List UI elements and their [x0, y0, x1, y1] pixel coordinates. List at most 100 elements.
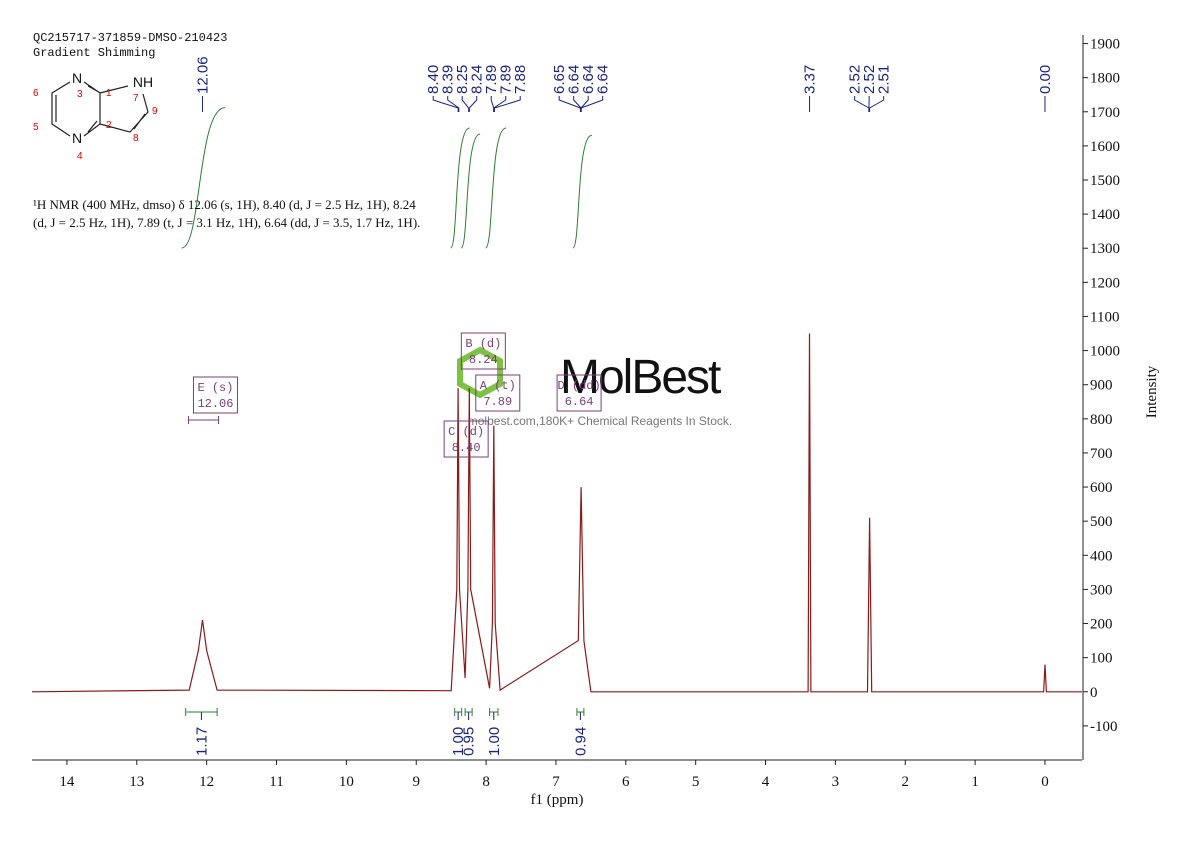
- atom-number: 9: [152, 106, 158, 117]
- x-tick-label: 3: [832, 774, 840, 790]
- watermark-brand: MolBest: [560, 351, 721, 404]
- x-tick-label: 8: [482, 774, 490, 790]
- x-tick-label: 12: [199, 774, 214, 790]
- integral-label: 1.00: [450, 727, 467, 756]
- peak-label: 6.65: [551, 65, 568, 94]
- multiplet-box: [475, 374, 521, 412]
- integral-curve: [485, 127, 507, 249]
- atom-number: 2: [106, 120, 112, 131]
- description: ¹H NMR (400 MHz, dmso) δ 12.06 (s, 1H), …: [33, 197, 421, 230]
- atom-label: N: [72, 70, 82, 86]
- peak-connector: [432, 96, 459, 112]
- integral-curve: [460, 133, 481, 249]
- peak-label: 12.06: [194, 56, 211, 94]
- integral-label: 1.17: [193, 727, 210, 756]
- x-tick-label: 10: [339, 774, 354, 790]
- peak-connector: [447, 96, 460, 112]
- integral-curve: [572, 134, 593, 249]
- integral-curve: [181, 107, 226, 249]
- y-tick-label: 1700: [1090, 105, 1120, 121]
- multiplet-box: [192, 376, 238, 414]
- integral-label: 0.95: [461, 727, 478, 756]
- peak-label: 7.88: [512, 65, 529, 94]
- atom-number: 7: [133, 93, 139, 104]
- y-tick-label: 1300: [1090, 241, 1120, 257]
- multiplet-range: [187, 416, 219, 424]
- x-tick-label: 0: [1041, 774, 1049, 790]
- atom-label: N: [72, 130, 82, 146]
- peak-connector: [869, 96, 885, 112]
- peak-label: 6.64: [595, 65, 612, 94]
- atom-number: 5: [33, 122, 39, 133]
- watermark-logo: [457, 346, 503, 399]
- y-tick-label: 1100: [1090, 309, 1119, 325]
- sample-id: QC215717-371859-DMSO-210423: [33, 31, 227, 45]
- x-tick-label: 1: [971, 774, 979, 790]
- y-tick-label: 1000: [1090, 344, 1120, 360]
- multiplet-name: A (t): [480, 379, 516, 393]
- y-tick-label: 900: [1090, 378, 1113, 394]
- integral-curve: [450, 127, 470, 249]
- x-tick-label: 14: [59, 774, 75, 790]
- method: Gradient Shimming: [33, 46, 155, 60]
- y-tick-label: 1200: [1090, 275, 1120, 291]
- peak-connector: [493, 96, 507, 112]
- y-tick-label: -100: [1090, 719, 1118, 735]
- y-tick-label: 1500: [1090, 173, 1120, 189]
- y-tick-label: 600: [1090, 480, 1113, 496]
- y-tick-label: 700: [1090, 446, 1113, 462]
- atom-number: 1: [106, 88, 112, 99]
- multiplet-name: D (dd): [557, 379, 600, 393]
- x-tick-label: 11: [269, 774, 283, 790]
- y-axis-label: Intensity: [1144, 365, 1160, 418]
- atom-number: 8: [133, 133, 139, 144]
- peak-label: 2.52: [847, 65, 864, 94]
- peak-label: 2.51: [876, 65, 893, 94]
- structure-bonds: [51, 81, 149, 137]
- multiplet-box: [443, 420, 489, 458]
- y-tick-label: 0: [1090, 685, 1098, 701]
- multiplet-box: [460, 332, 506, 370]
- atom-number: 3: [77, 89, 83, 100]
- spectrum-line: [31, 333, 1082, 693]
- peak-connector: [580, 96, 604, 112]
- peak-label: 6.64: [566, 65, 583, 94]
- y-tick-label: 300: [1090, 582, 1113, 598]
- y-tick-label: 200: [1090, 617, 1113, 633]
- multiplet-shift: 8.24: [469, 353, 498, 367]
- peak-label: 2.52: [861, 65, 878, 94]
- multiplet-name: B (d): [465, 337, 501, 351]
- y-tick-label: 500: [1090, 514, 1113, 530]
- peak-connector: [854, 96, 870, 112]
- peak-connector: [493, 96, 521, 112]
- structure: N NH N 1 2 3 4 5 6 7 8 9: [33, 70, 158, 162]
- y-tick-label: 1400: [1090, 207, 1120, 223]
- watermark-tagline: molbest.com,180K+ Chemical Reagents In S…: [468, 414, 732, 428]
- multiplet-box: [556, 374, 602, 412]
- peak-connector: [461, 96, 470, 112]
- multiplet-name: E (s): [197, 381, 233, 395]
- y-tick-label: 800: [1090, 412, 1113, 428]
- multiplet-shift: 12.06: [197, 397, 233, 411]
- y-tick-label: 1900: [1090, 37, 1120, 53]
- x-tick-label: 7: [552, 774, 560, 790]
- integral-label: 1.00: [486, 727, 503, 756]
- peak-connector: [468, 96, 478, 112]
- integral-label: 0.94: [572, 727, 589, 756]
- x-tick-label: 4: [762, 774, 770, 790]
- peak-label: 8.39: [440, 65, 457, 94]
- peak-connector: [580, 96, 589, 112]
- peak-label: 8.40: [425, 65, 442, 94]
- peak-label: 7.89: [498, 65, 515, 94]
- x-tick-label: 9: [412, 774, 420, 790]
- peak-label: 3.37: [802, 65, 819, 94]
- y-tick-label: 1600: [1090, 139, 1120, 155]
- multiplet-shift: 7.89: [483, 395, 512, 409]
- x-tick-label: 13: [129, 774, 144, 790]
- y-tick-label: 100: [1090, 651, 1113, 667]
- peak-connector: [558, 96, 581, 112]
- y-tick-label: 400: [1090, 548, 1113, 564]
- atom-number: 4: [77, 151, 83, 162]
- peak-label: 8.24: [469, 65, 486, 94]
